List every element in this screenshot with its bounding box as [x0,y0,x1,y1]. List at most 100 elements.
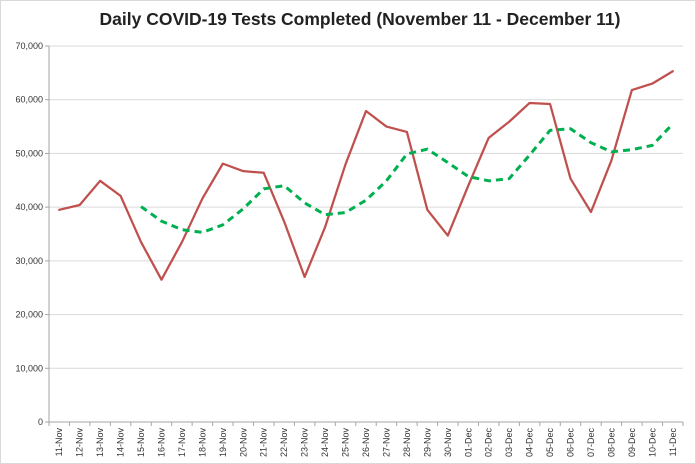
daily-tests-point [447,235,449,237]
moving-average-point [426,148,428,150]
daily-tests-point [426,209,428,211]
moving-average-point [672,123,674,125]
y-axis-ticks: 0 10,000 20,000 30,000 40,000 50,000 60,000 70,… [15,41,49,427]
daily-tests-point [181,241,183,243]
x-tick-label: 24-Nov [320,428,330,458]
daily-tests-point [529,102,531,104]
x-tick-label: 30-Nov [443,428,453,458]
moving-average-point [488,180,490,182]
daily-tests-point [590,211,592,213]
moving-average-point [631,149,633,151]
x-tick-label: 05-Dec [545,428,555,458]
moving-average-point [263,188,265,190]
moving-average-point [549,129,551,131]
series-layer [58,70,674,281]
moving-average-point [447,162,449,164]
series-line-moving-average [140,122,674,234]
daily-tests-point [651,83,653,85]
moving-average-point [590,142,592,144]
moving-average-point [160,220,162,222]
x-tick-label: 10-Dec [647,428,657,458]
y-tick-label: 40,000 [15,202,43,212]
moving-average-point [324,214,326,216]
daily-tests-point [467,185,469,187]
x-tick-label: 22-Nov [279,428,289,458]
gridlines [49,45,683,369]
daily-tests-point [406,131,408,133]
daily-tests-point [549,103,551,105]
x-tick-label: 04-Dec [525,428,535,458]
x-tick-label: 15-Nov [136,428,146,458]
x-tick-label: 18-Nov [197,428,207,458]
daily-tests-point [365,110,367,112]
daily-tests-point [324,226,326,228]
x-tick-label: 26-Nov [361,428,371,458]
moving-average-point [651,144,653,146]
y-tick-label: 20,000 [15,310,43,320]
x-axis: 11-Nov 12-Nov 13-Nov 14-Nov 15-Nov 16-Nov 17-N… [48,46,684,458]
daily-tests-point [99,180,101,182]
x-tick-label: 17-Nov [177,428,187,458]
daily-tests-point [201,198,203,200]
x-tick-label: 03-Dec [504,428,514,458]
x-tick-label: 25-Nov [341,428,351,458]
daily-tests-point [58,209,60,211]
x-tick-label: 21-Nov [259,428,269,458]
y-tick-label: 10,000 [15,363,43,373]
x-tick-label: 02-Dec [484,428,494,458]
moving-average-point [467,176,469,178]
x-tick-label: 13-Nov [95,428,105,458]
moving-average-point [222,224,224,226]
moving-average-point [201,231,203,233]
daily-tests-point [304,276,306,278]
y-tick-label: 50,000 [15,148,43,158]
daily-tests-point [263,172,265,174]
daily-tests-point [242,170,244,172]
x-tick-label: 12-Nov [75,428,85,458]
moving-average-point [365,199,367,201]
x-tick-label: 29-Nov [422,428,432,458]
moving-average-point [283,185,285,187]
x-tick-label: 11-Dec [668,428,678,457]
moving-average-point [140,206,142,208]
daily-tests-point [631,89,633,91]
daily-tests-point [385,126,387,128]
x-tick-label: 28-Nov [402,428,412,458]
daily-tests-point [672,70,674,72]
daily-tests-point [508,121,510,123]
daily-tests-point [140,241,142,243]
moving-average-point [406,153,408,155]
series-line-daily-tests [58,70,674,281]
daily-tests-point [120,195,122,197]
daily-tests-point [283,221,285,223]
x-tick-label: 27-Nov [381,428,391,458]
x-tick-label: 01-Dec [463,428,473,458]
daily-tests-point [79,204,81,206]
moving-average-point [508,178,510,180]
x-tick-label: 11-Nov [54,428,64,457]
chart-title: Daily COVID-19 Tests Completed (November… [100,9,621,29]
x-tick-label: 08-Dec [606,428,616,458]
daily-tests-point [488,137,490,139]
x-tick-label: 20-Nov [238,428,248,458]
x-tick-label: 07-Dec [586,428,596,458]
x-tick-label: 16-Nov [156,428,166,458]
moving-average-point [610,151,612,153]
moving-average-point [242,208,244,210]
moving-average-point [181,229,183,231]
daily-tests-point [570,178,572,180]
y-tick-label: 30,000 [15,256,43,266]
y-tick-label: 70,000 [15,41,43,51]
y-tick-label: 0 [38,417,43,427]
moving-average-point [304,202,306,204]
x-tick-label: 23-Nov [300,428,310,458]
y-tick-label: 60,000 [15,95,43,105]
daily-tests-point [610,159,612,161]
moving-average-point [345,212,347,214]
x-tick-label: 19-Nov [218,428,228,458]
daily-tests-point [160,279,162,281]
moving-average-point [385,180,387,182]
x-tick-label: 06-Dec [566,428,576,458]
